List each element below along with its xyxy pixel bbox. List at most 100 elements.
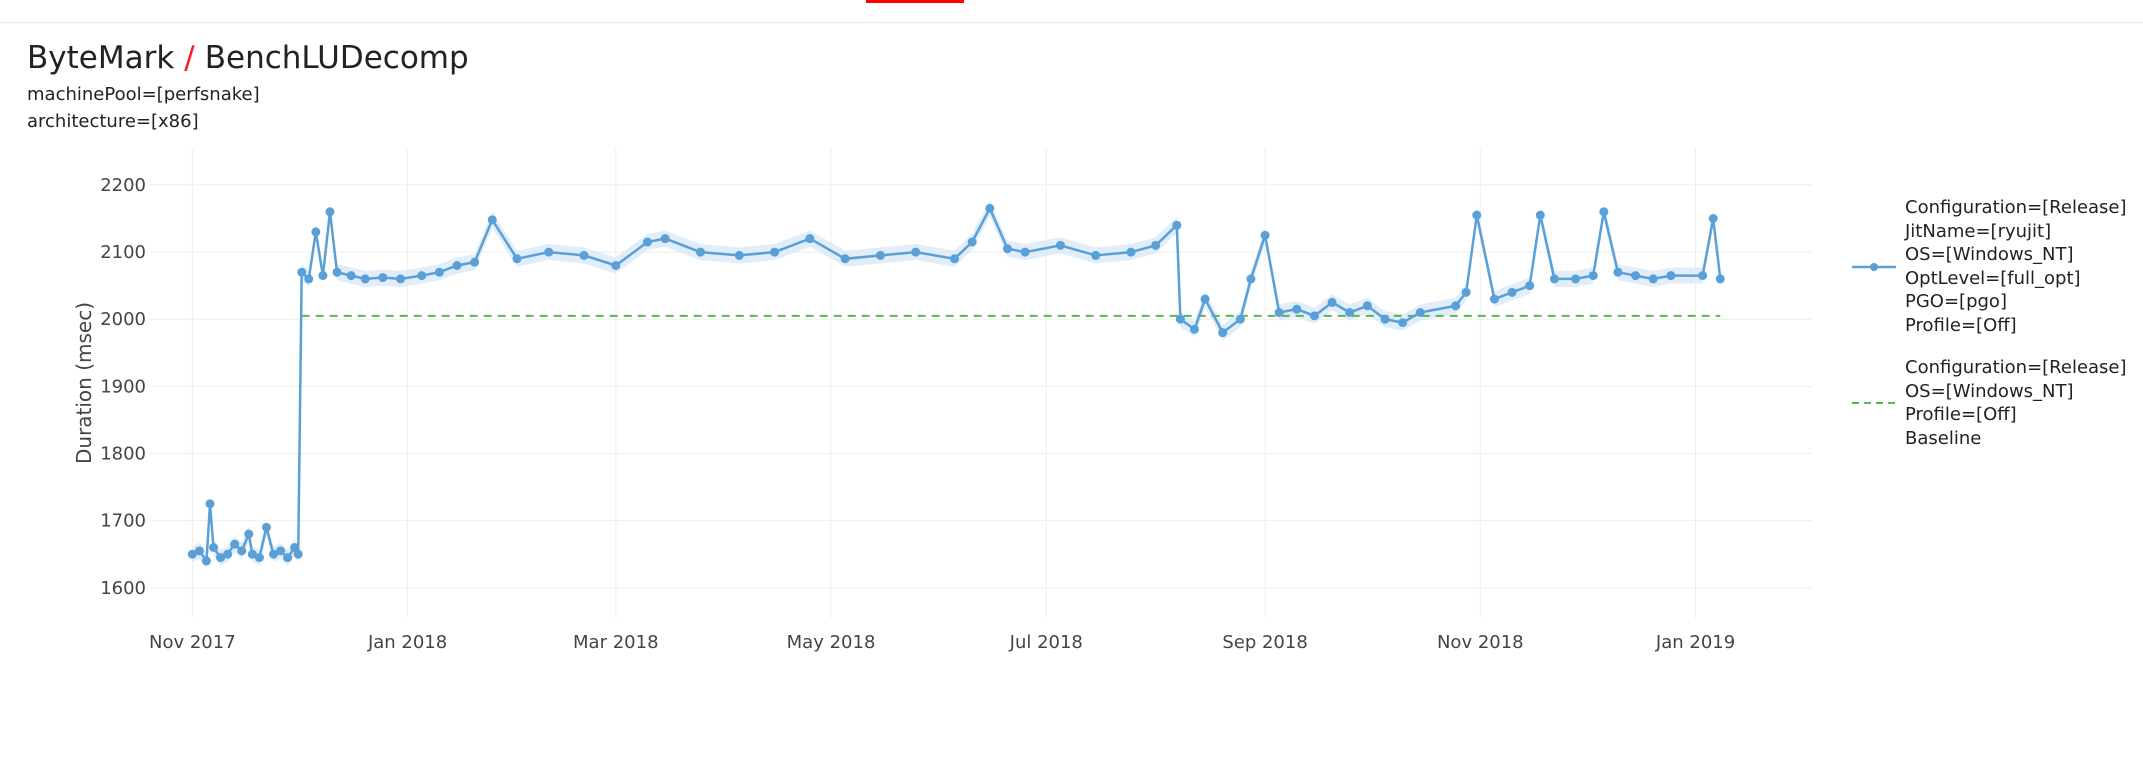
legend-label: Configuration=[Release] JitName=[ryujit] O… <box>1905 196 2127 337</box>
chart-grid <box>150 148 1812 618</box>
data-point <box>579 250 589 260</box>
y-axis-title: Duration (msec) <box>72 302 96 464</box>
legend-label-line: Baseline <box>1905 427 1982 449</box>
data-point <box>544 247 554 257</box>
legend-label: Configuration=[Release] OS=[Windows_NT] Pr… <box>1905 356 2127 450</box>
data-point <box>1126 247 1136 257</box>
data-point <box>205 499 215 509</box>
data-point <box>325 207 335 217</box>
data-point <box>247 549 257 559</box>
data-point <box>911 247 921 257</box>
data-point <box>396 274 406 284</box>
data-point <box>1218 328 1228 338</box>
y-tick-label: 2000 <box>100 309 146 330</box>
data-point <box>967 237 977 247</box>
data-point <box>1666 271 1676 281</box>
chart-axes: 1600 1700 1800 1900 2000 2100 2200 Nov 2017 Jan … <box>72 175 1735 653</box>
data-point <box>318 271 328 281</box>
data-point <box>304 274 314 284</box>
legend-label-line: Configuration=[Release] <box>1905 197 2127 218</box>
active-tab-indicator <box>866 0 964 3</box>
data-point <box>1151 240 1161 250</box>
data-point <box>201 556 211 566</box>
data-point <box>237 546 247 556</box>
data-point <box>1708 214 1718 223</box>
y-tick-label: 1800 <box>100 444 146 465</box>
data-point <box>452 261 462 270</box>
benchmark-name: BenchLUDecomp <box>204 40 469 76</box>
data-point <box>230 539 240 549</box>
data-point <box>216 553 226 563</box>
x-tick-label: Nov 2018 <box>1437 632 1524 653</box>
data-point <box>1535 210 1545 220</box>
data-point <box>1172 220 1182 230</box>
data-point <box>1461 287 1471 297</box>
legend-label-line: Profile=[Off] <box>1905 404 2017 425</box>
data-point <box>290 543 300 552</box>
data-point <box>194 546 204 556</box>
legend-label-line: OS=[Windows_NT] <box>1905 244 2074 265</box>
data-point <box>1246 274 1256 284</box>
data-point <box>1715 274 1725 284</box>
data-point <box>261 522 271 532</box>
data-point <box>1091 250 1101 260</box>
data-point <box>332 267 342 277</box>
data-point <box>734 250 744 260</box>
data-point <box>293 549 303 559</box>
data-point <box>950 254 960 264</box>
data-point <box>417 271 427 281</box>
title-separator: / <box>184 40 195 76</box>
data-point <box>276 546 286 556</box>
data-point <box>1472 210 1482 220</box>
data-point <box>187 549 197 559</box>
data-point <box>1020 247 1030 257</box>
data-point <box>254 553 264 563</box>
data-point <box>875 250 885 260</box>
page-title: ByteMark / BenchLUDecomp <box>27 40 469 76</box>
x-tick-label: Mar 2018 <box>573 632 659 653</box>
legend-label-line: Profile=[Off] <box>1905 314 2017 336</box>
data-point <box>360 274 370 284</box>
data-point <box>1327 297 1337 307</box>
data-point <box>311 227 321 237</box>
data-point <box>487 215 497 225</box>
data-point <box>1613 267 1623 277</box>
data-point <box>346 271 356 281</box>
legend-series-swatch <box>1852 262 1896 271</box>
data-point <box>1345 308 1355 317</box>
data-point <box>1599 207 1609 217</box>
benchmark-group: ByteMark <box>27 40 175 76</box>
legend-label-line: Configuration=[Release] <box>1905 357 2127 378</box>
y-tick-label: 2100 <box>100 242 146 263</box>
data-point <box>1274 308 1284 317</box>
data-point <box>1507 287 1517 297</box>
data-point <box>1002 244 1012 254</box>
data-point <box>470 257 480 267</box>
data-point <box>269 549 279 559</box>
data-point <box>840 254 850 264</box>
data-point <box>1588 271 1598 281</box>
data-point <box>611 261 621 270</box>
data-point <box>244 529 254 539</box>
legend-label-line: JitName=[ryujit] <box>1905 220 2052 242</box>
data-point <box>643 237 653 247</box>
data-point <box>1398 318 1408 328</box>
data-point <box>1055 240 1065 250</box>
data-point <box>283 553 293 563</box>
header-divider <box>0 22 2143 23</box>
data-point <box>1451 301 1461 311</box>
data-point <box>1571 274 1581 284</box>
x-tick-label: Nov 2017 <box>149 632 236 653</box>
data-point <box>1525 281 1535 291</box>
x-tick-label: Sep 2018 <box>1222 632 1307 653</box>
data-point <box>1260 230 1270 240</box>
data-point <box>1175 314 1185 324</box>
data-point <box>1200 294 1210 304</box>
y-tick-label: 2200 <box>100 175 146 196</box>
data-point <box>1309 311 1319 321</box>
legend-label-line: PGO=[pgo] <box>1905 291 2007 312</box>
data-point <box>1189 324 1199 334</box>
data-point <box>1648 274 1658 284</box>
data-point <box>985 203 995 213</box>
